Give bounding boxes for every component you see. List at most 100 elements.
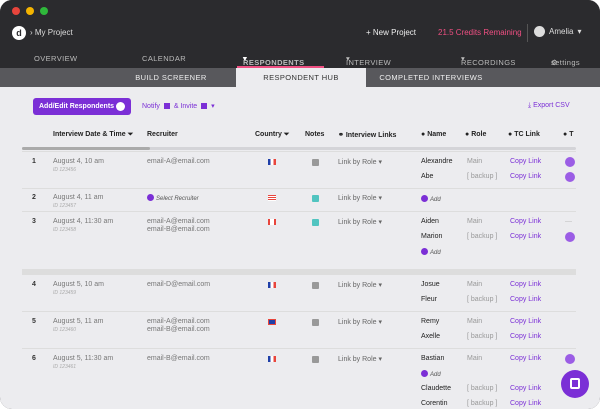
play-icon[interactable] — [565, 354, 575, 364]
notes-icon[interactable] — [312, 319, 319, 326]
copy-link[interactable]: Copy Link — [510, 296, 542, 303]
filter-icon[interactable]: ⏷ — [127, 131, 134, 138]
link-by-role-select[interactable]: Link by Role ▾ — [338, 356, 382, 363]
minimize-window-dot[interactable] — [26, 7, 34, 15]
export-csv-button[interactable]: ⤓ Export CSV — [528, 102, 570, 110]
copy-link[interactable]: Copy Link — [510, 218, 542, 225]
new-project-button[interactable]: + New Project — [366, 28, 417, 37]
notify-invite-menu[interactable]: Notify & Invite ▾ — [142, 102, 215, 110]
add-respondent-button[interactable]: Add — [421, 248, 441, 256]
respondent-name: Josue — [421, 281, 440, 288]
respondent-role: [ backup ] — [467, 400, 498, 407]
respondent-id: ID 123456 — [53, 167, 77, 173]
tab-recordings-label: RECORDINGS — [461, 58, 516, 67]
subtab-completed-interviews[interactable]: COMPLETED INTERVIEWS — [379, 73, 483, 82]
sub-nav: BUILD SCREENER RESPONDENT HUB COMPLETED … — [0, 68, 600, 87]
row-number: 1 — [32, 158, 36, 165]
interview-date: August 5, 11:30 am — [53, 355, 114, 362]
copy-link[interactable]: Copy Link — [510, 318, 542, 325]
chat-support-button[interactable] — [561, 370, 589, 398]
link-by-role-select[interactable]: Link by Role ▾ — [338, 319, 382, 326]
col-date-header[interactable]: Interview Date & Time ⏷ — [53, 131, 133, 139]
notes-icon[interactable] — [312, 219, 319, 226]
link-by-role-select[interactable]: Link by Role ▾ — [338, 282, 382, 289]
respondent-role: Main — [467, 218, 483, 225]
respondent-role: Main — [467, 355, 483, 362]
col-name-label: Name — [427, 131, 447, 138]
add-label: Add — [430, 250, 441, 256]
main-nav: OVERVIEW CALENDAR RESPONDENTS ▾ INTERVIE… — [0, 50, 600, 76]
respondent-role: Main — [467, 318, 483, 325]
subtab-build-screener[interactable]: BUILD SCREENER — [135, 73, 207, 82]
play-icon[interactable] — [565, 232, 575, 242]
tab-interview-prep[interactable]: INTERVIEW PREP ▾ — [346, 54, 391, 76]
play-icon[interactable] — [565, 157, 575, 167]
scrollbar-thumb[interactable] — [22, 147, 150, 150]
plus-icon — [421, 195, 428, 202]
copy-link[interactable]: Copy Link — [510, 281, 542, 288]
tab-respondents[interactable]: RESPONDENTS ▾ — [243, 54, 305, 67]
col-country-label: Country — [255, 131, 282, 138]
tab-calendar[interactable]: CALENDAR — [142, 54, 187, 63]
link-by-role-select[interactable]: Link by Role ▾ — [338, 219, 382, 226]
plus-icon — [421, 248, 428, 255]
plus-icon — [147, 194, 154, 201]
respondent-name: Axelle — [421, 333, 441, 340]
user-icon: ● — [465, 131, 470, 138]
tab-respondents-label: RESPONDENTS — [243, 58, 305, 67]
respondent-role: [ backup ] — [467, 233, 498, 240]
notes-icon[interactable] — [312, 159, 319, 166]
row-number: 6 — [32, 355, 36, 362]
add-edit-respondents-button[interactable]: Add/Edit Respondents — [33, 98, 131, 115]
link-by-role-label: Link by Role — [338, 195, 377, 202]
respondent-name: Claudette — [421, 385, 451, 392]
col-links-label: Interview Links — [345, 132, 397, 139]
copy-link[interactable]: Copy Link — [510, 400, 542, 407]
select-recruiter-button[interactable]: Select Recruiter — [147, 194, 199, 202]
subtab-respondent-hub[interactable]: RESPONDENT HUB — [236, 68, 366, 87]
recruiter-email: email-B@email.com — [147, 326, 210, 333]
select-recruiter-label: Select Recruiter — [156, 196, 199, 202]
user-menu[interactable]: Amelia ▾ — [534, 26, 581, 37]
recruiter-email: email-A@email.com — [147, 158, 210, 165]
play-icon[interactable] — [565, 172, 575, 182]
notes-icon[interactable] — [312, 356, 319, 363]
add-label: Add — [430, 372, 441, 378]
col-links-header: ⚭ Interview Links — [338, 131, 396, 139]
horizontal-scrollbar[interactable] — [22, 147, 576, 150]
flag-france-icon — [268, 159, 276, 165]
project-breadcrumb[interactable]: › My Project — [30, 28, 73, 37]
truncated-cell: — — [565, 218, 572, 225]
copy-link[interactable]: Copy Link — [510, 385, 542, 392]
copy-link[interactable]: Copy Link — [510, 233, 542, 240]
tab-recordings[interactable]: RECORDINGS ▾ — [461, 54, 516, 67]
respondent-name: Alexandre — [421, 158, 453, 165]
col-role-label: Role — [471, 131, 487, 138]
app-logo[interactable]: d — [12, 26, 26, 40]
notes-icon[interactable] — [312, 282, 319, 289]
col-t-header: ● T — [563, 131, 573, 138]
row-number: 5 — [32, 318, 36, 325]
user-icon — [116, 102, 125, 111]
respondent-id: ID 123461 — [53, 364, 77, 370]
link-by-role-select[interactable]: Link by Role ▾ — [338, 159, 382, 166]
copy-link[interactable]: Copy Link — [510, 158, 542, 165]
maximize-window-dot[interactable] — [40, 7, 48, 15]
link-by-role-select[interactable]: Link by Role ▾ — [338, 195, 382, 202]
add-respondent-button[interactable]: Add — [421, 370, 441, 378]
copy-link[interactable]: Copy Link — [510, 355, 542, 362]
respondent-role: Main — [467, 158, 483, 165]
user-icon: ● — [563, 131, 568, 138]
notes-icon[interactable] — [312, 195, 319, 202]
add-respondent-button[interactable]: Add — [421, 195, 441, 203]
recruiter-email: email-B@email.com — [147, 226, 210, 233]
flag-canada-icon — [268, 219, 276, 225]
tab-overview[interactable]: OVERVIEW — [34, 54, 78, 63]
user-icon: ● — [421, 131, 426, 138]
copy-link[interactable]: Copy Link — [510, 333, 542, 340]
col-role-header: ● Role — [465, 131, 486, 138]
copy-link[interactable]: Copy Link — [510, 173, 542, 180]
close-window-dot[interactable] — [12, 7, 20, 15]
filter-icon[interactable]: ⏷ — [283, 131, 290, 138]
